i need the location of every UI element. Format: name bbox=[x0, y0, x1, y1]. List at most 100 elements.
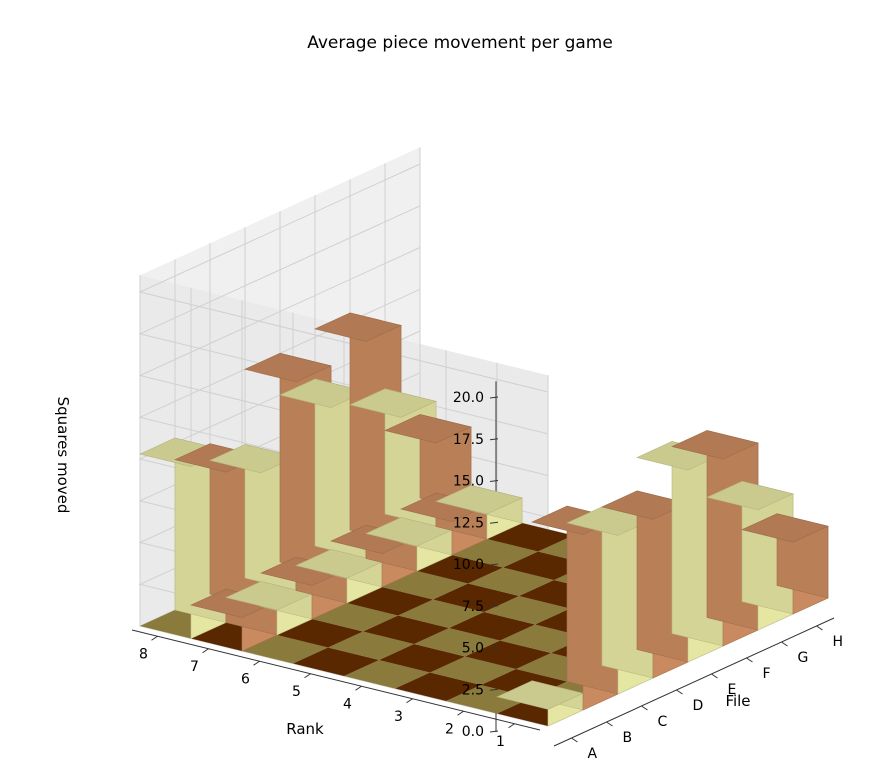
board-square-G6 bbox=[452, 539, 538, 568]
z-tick-label: 12.5 bbox=[453, 515, 484, 531]
y-tick-label: 7 bbox=[190, 659, 199, 675]
y-tick-label: 3 bbox=[394, 709, 403, 725]
y-tick-label: 6 bbox=[241, 671, 250, 687]
board-square-D5 bbox=[398, 599, 484, 628]
y-tick-mark bbox=[457, 710, 464, 716]
x-tick-label: B bbox=[623, 730, 633, 746]
z-tick-mark bbox=[489, 647, 499, 649]
bar-face-top bbox=[741, 513, 829, 543]
z-tick-mark bbox=[489, 730, 499, 733]
board-square-B5 bbox=[328, 631, 414, 660]
board-square-B6 bbox=[277, 619, 363, 648]
grid-line-z-8 bbox=[138, 163, 549, 393]
x-tick-label: E bbox=[728, 682, 737, 698]
board-square-C3 bbox=[465, 640, 551, 669]
tick-labels: 0.0 2.5 5.0 7.5 10.0 12.5 15.0 17.5 20.0 A B C D E F G H… bbox=[139, 390, 843, 762]
board-square-C4 bbox=[414, 628, 500, 657]
x-tick-label: F bbox=[763, 666, 771, 682]
board-square-C5 bbox=[363, 615, 449, 644]
x-tick-mark bbox=[571, 737, 578, 743]
y-tick-mark bbox=[304, 673, 311, 679]
board-square-E6 bbox=[382, 571, 468, 600]
bar-face-top bbox=[225, 581, 313, 611]
z-tick-mark bbox=[489, 688, 499, 691]
bar-H7 bbox=[435, 485, 523, 540]
board-square-A5 bbox=[293, 647, 379, 676]
z-tick-label: 10.0 bbox=[453, 557, 484, 573]
x-tick-mark bbox=[816, 625, 823, 631]
y-tick-label: 4 bbox=[343, 696, 352, 712]
y-tick-label: 8 bbox=[139, 646, 148, 662]
z-tick-mark bbox=[489, 438, 499, 441]
y-tick-mark bbox=[202, 648, 209, 654]
bars bbox=[139, 312, 829, 727]
z-tick-mark bbox=[489, 521, 499, 524]
board-square-C6 bbox=[312, 603, 398, 632]
bar-B7 bbox=[225, 581, 313, 636]
x-tick-mark bbox=[781, 641, 788, 647]
bar-face-top bbox=[349, 388, 437, 418]
y-tick-mark bbox=[253, 660, 260, 666]
z-tick-label: 5.0 bbox=[462, 641, 484, 657]
z-tick-mark bbox=[489, 480, 499, 482]
z-tick-label: 15.0 bbox=[453, 474, 484, 490]
x-tick-label: A bbox=[588, 746, 598, 762]
x-tick-mark bbox=[711, 673, 718, 679]
z-tick-mark bbox=[489, 396, 499, 399]
z-tick-mark bbox=[489, 605, 499, 608]
board-square-D6 bbox=[347, 587, 433, 616]
y-tick-mark bbox=[406, 698, 413, 704]
x-axis-label: File bbox=[725, 692, 750, 710]
board-square-F6 bbox=[417, 555, 503, 584]
x-tick-mark bbox=[676, 689, 683, 695]
z-tick-label: 0.0 bbox=[462, 724, 484, 740]
y-tick-mark bbox=[355, 685, 362, 691]
z-axis-label: Squares moved bbox=[54, 397, 72, 514]
board-square-A4 bbox=[344, 660, 430, 689]
x-tick-mark bbox=[641, 705, 648, 711]
bar-face-top bbox=[365, 517, 453, 547]
x-tick-mark bbox=[746, 657, 753, 663]
z-tick-label: 7.5 bbox=[462, 599, 484, 615]
board-square-E4 bbox=[484, 596, 570, 625]
x-tick-label: G bbox=[798, 650, 809, 666]
chart-title: Average piece movement per game bbox=[307, 33, 613, 53]
board-square-D4 bbox=[449, 612, 535, 641]
x-tick-label: H bbox=[833, 634, 844, 650]
board-square-B3 bbox=[430, 656, 516, 685]
board-square-D3 bbox=[500, 624, 586, 653]
bar-face-top bbox=[295, 549, 383, 579]
x-tick-label: D bbox=[693, 698, 704, 714]
bar-face-top bbox=[496, 680, 584, 710]
y-tick-label: 5 bbox=[292, 684, 301, 700]
x-axis-line bbox=[553, 617, 835, 747]
y-axis-label: Rank bbox=[286, 720, 324, 738]
bar-face-top bbox=[384, 414, 472, 444]
y-tick-mark bbox=[151, 635, 158, 641]
y-tick-label: 2 bbox=[445, 721, 454, 737]
y-tick-label: 1 bbox=[496, 734, 505, 750]
y-tick-mark bbox=[508, 723, 515, 729]
y-axis-line bbox=[131, 629, 541, 731]
bar-face-top bbox=[314, 312, 402, 342]
z-tick-mark bbox=[489, 563, 499, 566]
board-square-E5 bbox=[433, 583, 519, 612]
bar-face-top bbox=[435, 485, 523, 515]
bar-face-top bbox=[671, 430, 759, 460]
z-tick-label: 2.5 bbox=[462, 682, 484, 698]
bar-face-top bbox=[706, 480, 794, 511]
board-square-A6 bbox=[242, 635, 328, 664]
board-square-H6 bbox=[487, 523, 573, 552]
x-tick-mark bbox=[606, 721, 613, 727]
bar-face-top bbox=[244, 352, 332, 383]
board-square-F5 bbox=[468, 567, 554, 596]
bar-H1 bbox=[741, 513, 829, 615]
board-square-A3 bbox=[395, 672, 481, 701]
board-square-A2 bbox=[446, 685, 532, 714]
z-tick-label: 17.5 bbox=[453, 432, 484, 448]
z-tick-label: 20.0 bbox=[453, 390, 484, 406]
board-square-B4 bbox=[379, 644, 465, 673]
x-tick-label: C bbox=[658, 714, 668, 730]
